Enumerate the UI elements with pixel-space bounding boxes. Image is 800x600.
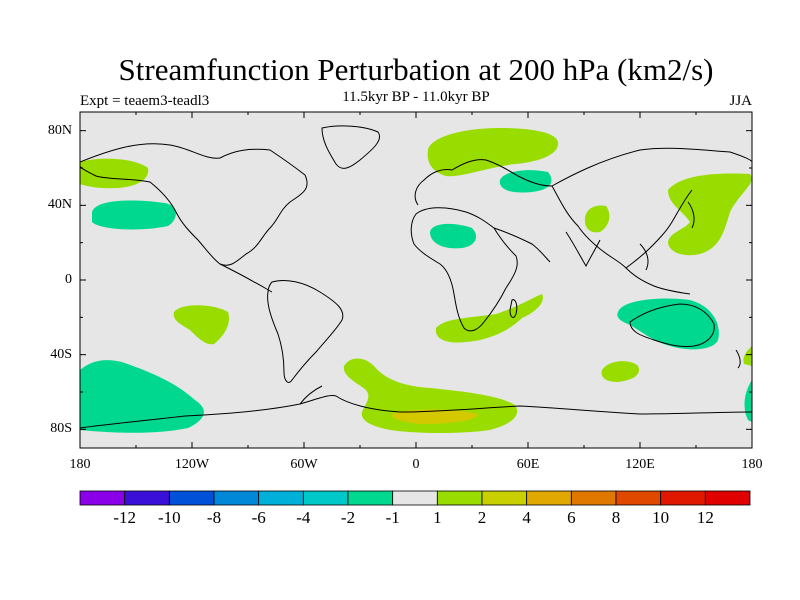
colorbar-label: -2 [340, 508, 356, 527]
coast-europe [414, 159, 553, 206]
lat-label-80s: 80S [50, 421, 72, 437]
contour-neg-north-africa [430, 223, 477, 249]
axis-ticks [79, 112, 753, 448]
colorbar-label: 8 [611, 508, 621, 527]
coast-australia [629, 303, 715, 347]
contour-neg-australia [617, 298, 719, 350]
colorbar-swatch [570, 490, 617, 506]
lon-label-120e: 120E [625, 457, 655, 472]
colorbar-swatch [168, 490, 215, 506]
colorbar-label: 1 [433, 508, 442, 527]
colorbar-swatch [704, 490, 751, 506]
coast-antarctic-peninsula [299, 385, 323, 405]
colorbar-label: 6 [567, 508, 576, 527]
colorbar-swatch [213, 490, 260, 506]
coast-arabia-india [493, 227, 601, 268]
contour-pos-south-indian [601, 361, 640, 382]
colorbar-swatch [347, 490, 394, 506]
contour-neg-east-edge [744, 380, 752, 422]
colorbar [79, 490, 751, 506]
contour-pos-central-asia [584, 205, 610, 233]
lat-label-80n: 80N [47, 122, 72, 138]
colorbar-swatch [124, 490, 170, 506]
contour-neg-south-pacific [80, 360, 204, 433]
experiment-label: Expt = teaem3-teadl3 [80, 93, 210, 109]
lat-label-0: 0 [65, 272, 72, 287]
colorbar-label: -1 [385, 508, 400, 527]
colorbar-label: -6 [251, 508, 266, 527]
coast-south-america [267, 279, 344, 383]
colorbar-label: 12 [696, 508, 714, 527]
lon-label-60w: 60W [290, 457, 318, 472]
colorbar-swatch [615, 490, 662, 506]
coast-madagascar [509, 299, 518, 318]
season-label: JJA [729, 93, 752, 109]
contour-pos-southeast-pacific [173, 305, 230, 345]
colorbar-label: -8 [206, 508, 222, 527]
colorbar-swatch [526, 490, 572, 506]
lat-label-40n: 40N [47, 197, 72, 213]
lon-label-60e: 60E [516, 457, 540, 472]
coast-southeast-asia [625, 243, 691, 295]
colorbar-swatch [481, 490, 528, 506]
coast-north-america [80, 143, 308, 266]
contour-pos-mid-antarctic [391, 409, 478, 424]
lon-label-180: 180 [741, 457, 763, 472]
colorbar-label: 10 [652, 508, 670, 527]
lon-label-180: 180 [69, 457, 91, 472]
contour-pos-east-edge [743, 346, 752, 366]
colorbar-swatch [436, 490, 483, 506]
colorbar-label: -12 [113, 508, 136, 527]
lon-label-0: 0 [412, 457, 420, 472]
contour-pos-scandinavia [427, 128, 559, 177]
contour-neg-russia [499, 170, 552, 193]
colorbar-label: 2 [477, 508, 487, 527]
colorbar-swatch [258, 490, 304, 506]
contour-pos-south-africa [435, 294, 543, 343]
coast-japan [687, 201, 695, 229]
coast-antarctica [80, 395, 752, 429]
colorbar-swatch [79, 490, 126, 506]
contour-neg-north-pacific [92, 200, 176, 230]
colorbar-swatch [392, 490, 438, 506]
coast-new-zealand [735, 349, 741, 369]
coast-africa [410, 207, 518, 332]
contour-regions [80, 128, 752, 433]
colorbar-label: 4 [522, 508, 531, 527]
coast-greenland [321, 125, 380, 169]
plot-title: Streamfunction Perturbation at 200 hPa (… [118, 52, 714, 87]
colorbar-swatch [660, 490, 706, 506]
contour-pos-alaska [80, 158, 149, 189]
coastlines [80, 125, 752, 429]
colorbar-label: -4 [296, 508, 311, 527]
colorbar-swatch [302, 490, 349, 506]
plot-subtitle: 11.5kyr BP - 11.0kyr BP [342, 89, 490, 105]
lon-label-120w: 120W [174, 457, 210, 472]
lat-label-40s: 40S [50, 346, 72, 362]
colorbar-label: -10 [157, 508, 181, 527]
